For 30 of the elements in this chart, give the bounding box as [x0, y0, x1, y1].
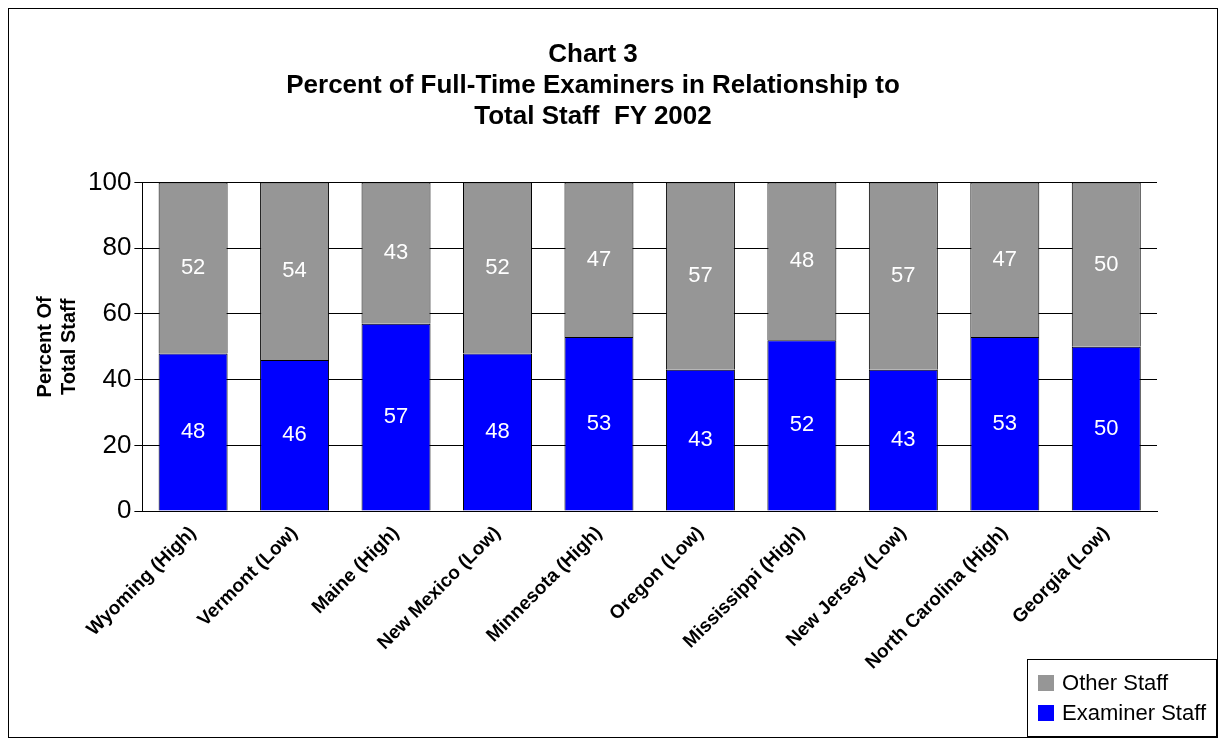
legend-label: Other Staff	[1062, 670, 1169, 696]
data-label: 47	[992, 245, 1018, 271]
data-label: 48	[789, 247, 815, 273]
y-tick-label: 40	[102, 362, 132, 393]
data-label: 50	[1094, 414, 1119, 440]
chart-title: Chart 3 Percent of Full-Time Examiners in Relationship to Total Staff FY 2002	[286, 37, 900, 131]
data-label: 43	[891, 426, 916, 452]
data-label: 46	[282, 421, 307, 447]
data-label: 53	[992, 409, 1018, 435]
data-label: 48	[180, 418, 206, 444]
data-label: 52	[180, 254, 206, 280]
y-tick-label: 20	[102, 428, 132, 459]
data-label: 57	[383, 403, 409, 429]
data-label: 53	[586, 409, 612, 435]
data-label: 52	[485, 254, 510, 280]
legend-label: Examiner Staff	[1062, 700, 1206, 726]
y-tick-label: 80	[102, 231, 132, 262]
data-label: 54	[282, 257, 307, 283]
y-tick-label: 100	[87, 165, 132, 196]
y-axis-title: Percent Of Total Staff	[32, 295, 79, 398]
y-tick-label: 60	[102, 297, 132, 328]
data-label: 43	[383, 239, 409, 265]
data-label: 57	[891, 262, 916, 288]
y-tick-label: 0	[116, 494, 132, 525]
data-label: 50	[1094, 250, 1119, 276]
data-label: 43	[688, 426, 713, 452]
data-label: 48	[485, 418, 510, 444]
data-label: 52	[789, 411, 815, 437]
data-label: 47	[586, 245, 612, 271]
data-label: 57	[688, 262, 713, 288]
